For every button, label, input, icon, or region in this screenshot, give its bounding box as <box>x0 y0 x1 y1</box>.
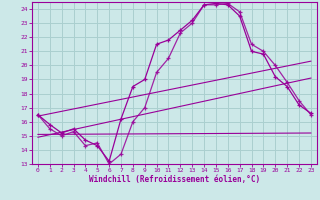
X-axis label: Windchill (Refroidissement éolien,°C): Windchill (Refroidissement éolien,°C) <box>89 175 260 184</box>
